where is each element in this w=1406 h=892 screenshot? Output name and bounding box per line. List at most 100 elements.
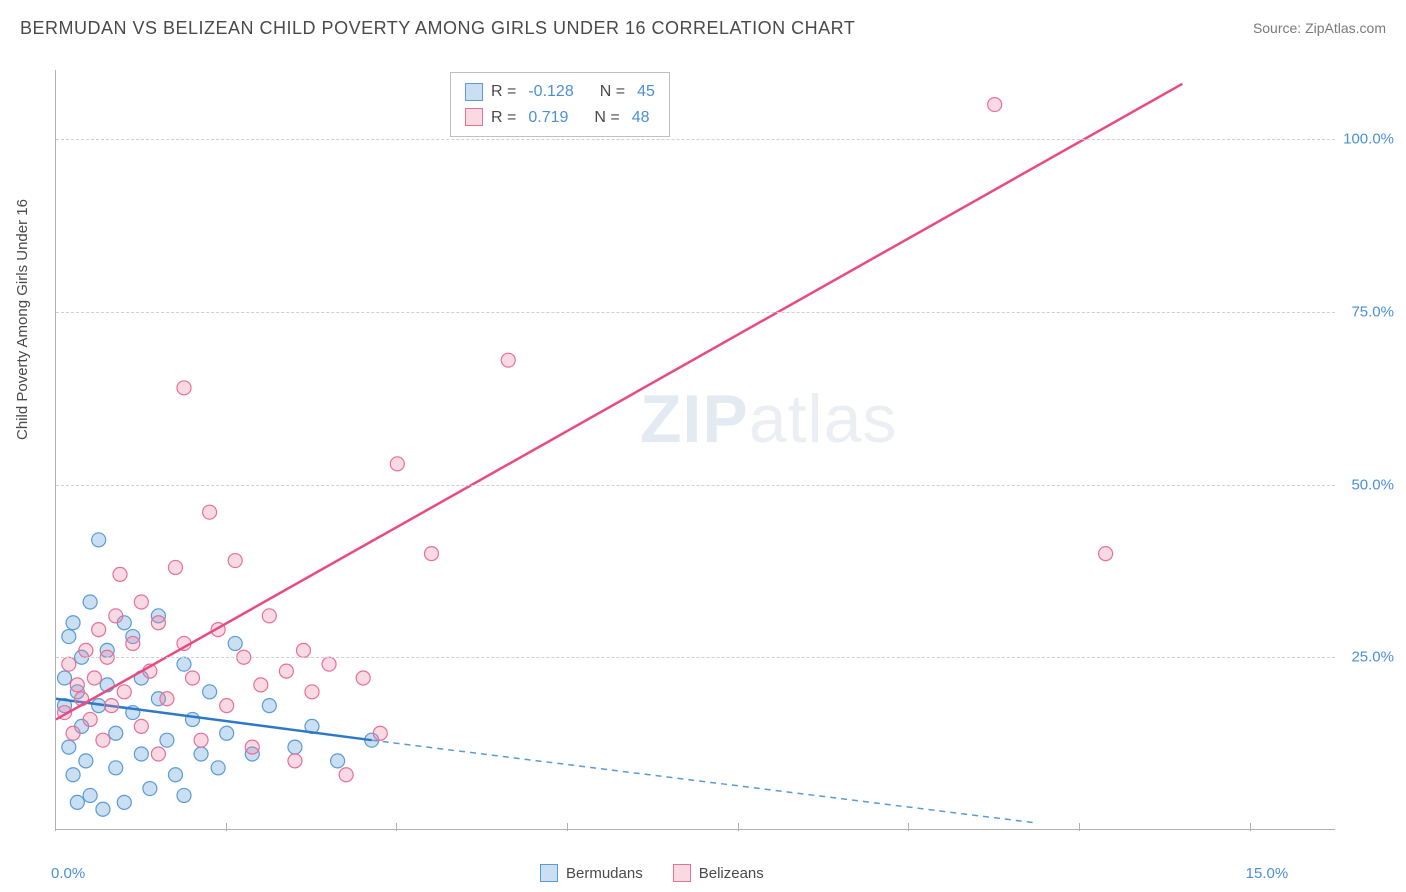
scatter-point (203, 505, 217, 519)
scatter-point (279, 664, 293, 678)
legend-n-label: N = (594, 105, 619, 131)
scatter-point (254, 678, 268, 692)
x-tick-label: 0.0% (51, 865, 85, 882)
legend-n-value: 45 (637, 79, 655, 105)
x-tick-mark (396, 823, 397, 831)
scatter-point (177, 381, 191, 395)
scatter-point (83, 712, 97, 726)
chart-title: BERMUDAN VS BELIZEAN CHILD POVERTY AMONG… (20, 18, 855, 39)
scatter-point (113, 567, 127, 581)
scatter-point (305, 685, 319, 699)
scatter-point (79, 643, 93, 657)
legend-series-item: Bermudans (540, 864, 643, 882)
scatter-point (220, 726, 234, 740)
legend-series-label: Bermudans (566, 865, 643, 882)
scatter-point (58, 671, 72, 685)
x-tick-label: 15.0% (1246, 865, 1289, 882)
scatter-point (79, 754, 93, 768)
y-tick-label: 100.0% (1343, 131, 1394, 148)
legend-r-value: -0.128 (528, 79, 573, 105)
y-tick-label: 25.0% (1351, 649, 1394, 666)
scatter-point (87, 671, 101, 685)
legend-swatch (673, 864, 691, 882)
scatter-point (117, 795, 131, 809)
scatter-point (988, 98, 1002, 112)
scatter-point (117, 685, 131, 699)
scatter-point (70, 678, 84, 692)
scatter-point (296, 643, 310, 657)
scatter-point (96, 802, 110, 816)
legend-series-label: Belizeans (699, 865, 764, 882)
scatter-point (211, 761, 225, 775)
scatter-point (168, 768, 182, 782)
scatter-point (134, 595, 148, 609)
scatter-point (177, 657, 191, 671)
regression-line-extrapolated (372, 740, 1038, 823)
gridline-horizontal (56, 312, 1335, 313)
scatter-point (228, 636, 242, 650)
x-tick-mark (738, 823, 739, 831)
gridline-horizontal (56, 139, 1335, 140)
correlation-legend: R =-0.128N =45R =0.719N =48 (450, 72, 670, 137)
scatter-point (109, 609, 123, 623)
scatter-point (160, 733, 174, 747)
scatter-point (1099, 547, 1113, 561)
legend-correlation-row: R = -0.128 N = 45 (465, 79, 655, 105)
scatter-point (134, 747, 148, 761)
scatter-point (70, 795, 84, 809)
y-tick-label: 75.0% (1351, 303, 1394, 320)
scatter-point (177, 788, 191, 802)
scatter-point (62, 630, 76, 644)
legend-swatch (465, 108, 483, 126)
scatter-point (126, 636, 140, 650)
scatter-point (62, 740, 76, 754)
legend-r-label: R = (491, 105, 516, 131)
scatter-point (390, 457, 404, 471)
series-legend: Bermudans Belizeans (540, 864, 764, 882)
chart-svg (56, 70, 1335, 829)
scatter-point (151, 747, 165, 761)
scatter-point (331, 754, 345, 768)
legend-swatch (465, 83, 483, 101)
scatter-point (109, 726, 123, 740)
regression-line (56, 84, 1182, 720)
legend-swatch (540, 864, 558, 882)
scatter-point (62, 657, 76, 671)
legend-series-item: Belizeans (673, 864, 764, 882)
scatter-point (104, 699, 118, 713)
scatter-point (322, 657, 336, 671)
scatter-point (288, 754, 302, 768)
y-tick-label: 50.0% (1351, 476, 1394, 493)
legend-r-label: R = (491, 79, 516, 105)
scatter-point (66, 616, 80, 630)
x-tick-mark (226, 823, 227, 831)
chart-plot-area (55, 70, 1335, 830)
scatter-point (134, 719, 148, 733)
scatter-point (168, 560, 182, 574)
scatter-point (373, 726, 387, 740)
scatter-point (66, 768, 80, 782)
scatter-point (262, 699, 276, 713)
y-axis-label: Child Poverty Among Girls Under 16 (14, 199, 31, 440)
scatter-point (186, 671, 200, 685)
scatter-point (83, 595, 97, 609)
scatter-point (220, 699, 234, 713)
scatter-point (194, 733, 208, 747)
scatter-point (151, 616, 165, 630)
scatter-point (245, 740, 259, 754)
x-tick-mark (1079, 823, 1080, 831)
scatter-point (66, 726, 80, 740)
scatter-point (186, 712, 200, 726)
scatter-point (194, 747, 208, 761)
legend-r-value: 0.719 (528, 105, 568, 131)
source-attribution: Source: ZipAtlas.com (1253, 20, 1386, 36)
scatter-point (92, 533, 106, 547)
legend-n-label: N = (600, 79, 625, 105)
legend-correlation-row: R =0.719N =48 (465, 105, 655, 131)
gridline-horizontal (56, 657, 1335, 658)
scatter-point (501, 353, 515, 367)
scatter-point (424, 547, 438, 561)
scatter-point (339, 768, 353, 782)
scatter-point (92, 623, 106, 637)
scatter-point (160, 692, 174, 706)
